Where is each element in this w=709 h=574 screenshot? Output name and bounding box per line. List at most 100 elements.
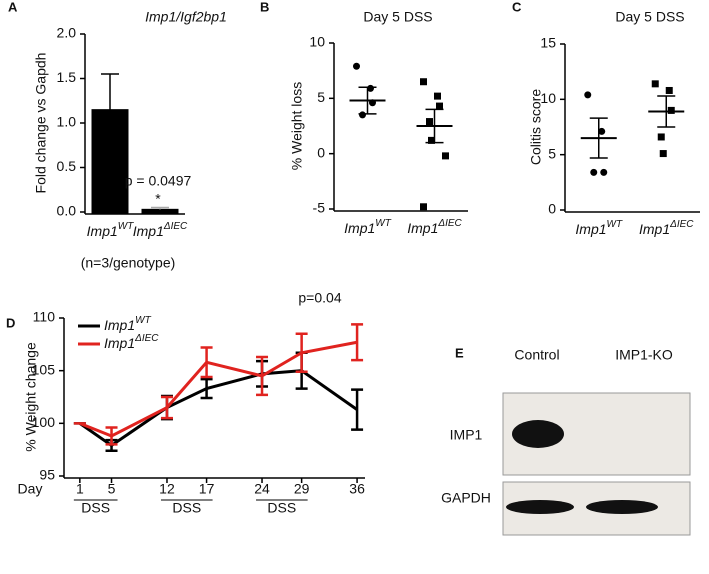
- x-tick-label: 12: [159, 481, 175, 497]
- y-tick-label: 0: [548, 201, 556, 217]
- x-axis-label: (n=3/genotype): [81, 255, 176, 271]
- line: [79, 340, 358, 438]
- x-tick-label: Imp1ΔIEC: [133, 221, 188, 239]
- point: [359, 111, 366, 119]
- point: [420, 203, 427, 211]
- label-sup: ΔIEC: [437, 218, 462, 229]
- point: [667, 106, 675, 114]
- point: [434, 92, 441, 100]
- label-base: Imp1: [133, 223, 164, 239]
- sem-bar: [589, 117, 608, 159]
- label-base: Imp1: [344, 220, 375, 236]
- label-base: Imp1: [639, 221, 670, 237]
- band: [586, 500, 658, 514]
- label-sup: WT: [375, 218, 391, 229]
- point: [665, 86, 673, 94]
- panel-letter: B: [260, 0, 269, 14]
- label-sup: ΔIEC: [134, 333, 159, 344]
- point: [442, 152, 449, 160]
- label-base: Imp1: [104, 317, 135, 333]
- x-tick-label: Imp1ΔIEC: [407, 218, 462, 236]
- legend-label: Imp1ΔIEC: [104, 333, 159, 351]
- error-bar: [105, 426, 118, 446]
- annotation: *: [155, 191, 161, 207]
- band: [512, 420, 564, 448]
- y-tick-label: -5: [313, 200, 326, 216]
- row-label: IMP1: [450, 427, 483, 443]
- lane-label: IMP1-KO: [615, 347, 673, 363]
- label-sup: WT: [607, 219, 623, 230]
- sem-bar: [657, 95, 676, 128]
- error-bar: [295, 332, 308, 373]
- label-base: Imp1: [407, 220, 438, 236]
- label-base: Imp1: [104, 335, 135, 351]
- y-tick-label: 0.5: [57, 158, 77, 174]
- point: [651, 80, 659, 88]
- panel-letter: E: [455, 345, 464, 360]
- y-tick-label: 0.0: [57, 203, 77, 219]
- y-tick-label: 0: [317, 144, 325, 160]
- point: [600, 168, 608, 176]
- x-tick-label: Imp1WT: [344, 218, 392, 236]
- point: [590, 168, 598, 176]
- label-sup: ΔIEC: [163, 221, 188, 232]
- point: [420, 78, 427, 86]
- x-tick-label: 1: [76, 481, 84, 497]
- row-label: GAPDH: [441, 490, 491, 506]
- y-tick-label: 10: [540, 90, 556, 106]
- panel-letter: D: [6, 315, 15, 330]
- bar: [141, 208, 179, 215]
- label-sup: WT: [118, 221, 134, 232]
- label-sup: ΔIEC: [669, 219, 694, 230]
- label-sup: WT: [135, 315, 151, 326]
- label-base: Imp1: [575, 221, 606, 237]
- x-tick-label: 24: [254, 481, 270, 497]
- point: [426, 118, 433, 126]
- x-tick-label: 36: [349, 481, 365, 497]
- legend-label: Imp1WT: [104, 315, 152, 333]
- error-bar: [200, 377, 213, 400]
- y-tick-label: 15: [540, 35, 556, 51]
- annotation: p = 0.0497: [125, 173, 192, 189]
- point: [657, 133, 665, 141]
- error-bar: [200, 346, 213, 379]
- point: [659, 150, 667, 158]
- error-bar: [256, 355, 269, 397]
- x-axis-label: Day: [18, 481, 43, 497]
- lane-label: Control: [514, 347, 559, 363]
- y-tick-label: 95: [39, 467, 55, 483]
- line: [78, 369, 358, 448]
- point: [436, 102, 443, 110]
- y-axis-label: % Weight loss: [289, 82, 305, 170]
- period-label: DSS: [267, 500, 296, 516]
- y-tick-label: 2.0: [57, 25, 77, 41]
- error-bar: [351, 323, 364, 362]
- y-tick-label: 110: [33, 309, 56, 325]
- y-tick-label: 1.0: [57, 114, 77, 130]
- chart-title: Imp1/Igf2bp1: [145, 9, 227, 25]
- point: [353, 62, 360, 70]
- sem-bar: [358, 86, 377, 115]
- y-tick-label: 1.5: [57, 69, 77, 85]
- point: [584, 91, 592, 99]
- error-bar: [160, 395, 173, 420]
- band: [506, 500, 574, 514]
- x-tick-label: 17: [199, 481, 215, 497]
- panel-letter: C: [512, 0, 522, 14]
- y-tick-label: 100: [32, 414, 56, 430]
- label-base: Imp1: [87, 223, 118, 239]
- annotation: p=0.04: [298, 290, 341, 306]
- y-axis-label: Colitis score: [528, 89, 544, 165]
- chart-title: Day 5 DSS: [363, 9, 432, 25]
- x-tick-label: Imp1ΔIEC: [639, 219, 694, 237]
- point: [598, 127, 606, 135]
- bar: [91, 109, 129, 215]
- x-tick-label: Imp1WT: [87, 221, 135, 239]
- period-label: DSS: [172, 500, 201, 516]
- y-axis-label: Fold change vs Gapdh: [33, 53, 49, 194]
- x-tick-label: 29: [294, 481, 310, 497]
- y-tick-label: 5: [548, 145, 556, 161]
- y-tick-label: 5: [317, 89, 325, 105]
- x-tick-label: 5: [108, 481, 116, 497]
